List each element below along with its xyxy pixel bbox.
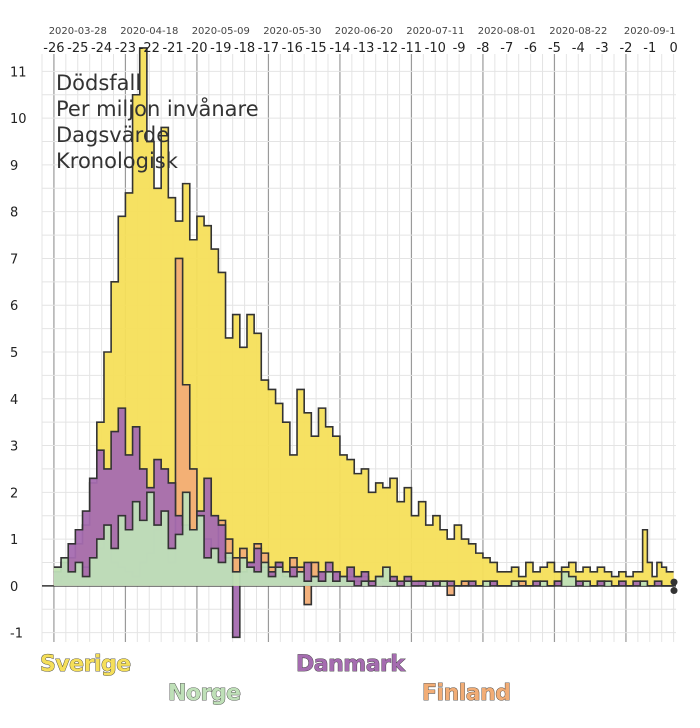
legend-item-norge: Norge — [168, 681, 242, 707]
week-tick-label: -15 — [305, 41, 326, 56]
week-tick-label: -20 — [186, 41, 207, 56]
date-tick-label: 2020-05-30 — [263, 26, 321, 37]
week-tick-label: -18 — [234, 41, 255, 56]
week-tick-label: -6 — [524, 41, 537, 56]
series-area-norge — [53, 492, 674, 586]
week-tick-label: -10 — [425, 41, 446, 56]
week-tick-label: -12 — [377, 41, 398, 56]
week-tick-label: -3 — [596, 41, 609, 56]
y-tick-label: -1 — [10, 627, 23, 642]
week-tick-label: -21 — [162, 41, 183, 56]
y-tick-label: 0 — [10, 580, 18, 595]
week-tick-label: -2 — [619, 41, 632, 56]
date-tick-label: 2020-03-28 — [49, 26, 107, 37]
y-axis: -1 0 1 2 3 4 5 6 7 8 9 10 11 — [10, 65, 27, 641]
info-line: Dödsfall — [56, 71, 141, 95]
week-tick-label: -23 — [115, 41, 136, 56]
week-tick-label: -5 — [548, 41, 561, 56]
date-tick-label: 2020-06-20 — [335, 26, 393, 37]
week-tick-label: -1 — [643, 41, 656, 56]
week-tick-label: 0 — [669, 41, 677, 56]
week-tick-label: -17 — [258, 41, 279, 56]
y-tick-label: 5 — [10, 346, 18, 361]
week-tick-label: -22 — [139, 41, 160, 56]
end-markers — [670, 578, 678, 595]
y-tick-label: 1 — [10, 533, 18, 548]
week-tick-label: -13 — [353, 41, 374, 56]
end-dot — [670, 578, 678, 586]
date-tick-label: 2020-08-01 — [478, 26, 536, 37]
info-line: Per miljon invånare — [56, 96, 259, 121]
y-tick-label: 10 — [10, 112, 27, 127]
week-axis: -26 -25 -24 -23 -22 -21 -20 -19 -18 -17 -16 -15 -14-… — [43, 41, 677, 56]
end-dot — [670, 587, 678, 595]
y-tick-label: 8 — [10, 206, 18, 221]
week-tick-label: -8 — [476, 41, 489, 56]
legend-item-danmark: Danmark — [296, 652, 406, 678]
y-tick-label: 6 — [10, 299, 18, 314]
week-tick-label: -4 — [572, 41, 585, 56]
y-tick-label: 4 — [10, 393, 18, 408]
series-layer — [53, 47, 674, 639]
week-tick-label: -19 — [210, 41, 231, 56]
date-axis: 2020-03-28 2020-04-18 2020-05-09 2020-05-30… — [49, 26, 676, 37]
series-line-sverige — [53, 47, 674, 578]
info-line: Kronologisk — [56, 149, 179, 173]
date-tick-label: 2020-09-1 — [624, 26, 676, 37]
week-tick-label: -11 — [401, 41, 422, 56]
legend-item-sverige: Sverige — [40, 652, 132, 678]
y-tick-label: 9 — [10, 159, 18, 174]
y-tick-label: 2 — [10, 486, 18, 501]
legend-item-finland: Finland — [422, 681, 512, 707]
date-tick-label: 2020-08-22 — [549, 26, 607, 37]
y-tick-label: 3 — [10, 440, 18, 455]
date-tick-label: 2020-04-18 — [120, 26, 178, 37]
y-tick-label: 11 — [10, 65, 27, 80]
week-tick-label: -25 — [67, 41, 88, 56]
series-area-sverige — [53, 47, 674, 586]
info-line: Dagsvärde — [56, 123, 169, 147]
date-tick-label: 2020-05-09 — [192, 26, 250, 37]
week-tick-label: -14 — [329, 41, 350, 56]
week-tick-label: -16 — [282, 41, 303, 56]
week-tick-label: -24 — [91, 41, 112, 56]
y-tick-label: 7 — [10, 252, 18, 267]
week-tick-label: -7 — [500, 41, 513, 56]
week-tick-label: -26 — [43, 41, 64, 56]
date-tick-label: 2020-07-11 — [406, 26, 464, 37]
series-line-norge — [53, 491, 674, 587]
week-tick-label: -9 — [453, 41, 466, 56]
